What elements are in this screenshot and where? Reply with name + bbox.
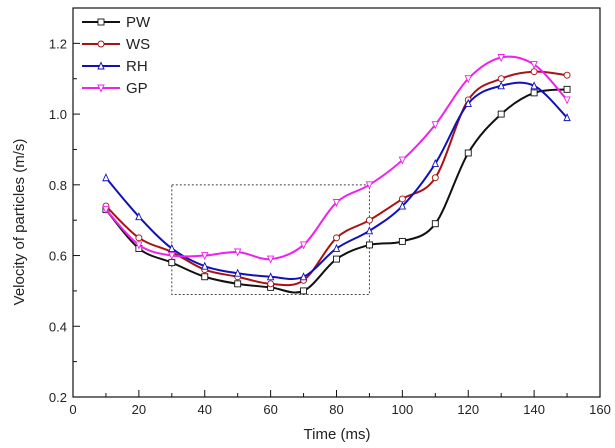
- axes: 0 20 40 60 80 100 120 140 160 0.2 0.4 0.6 0.8 1.0 1.2: [49, 7, 611, 417]
- legend-label-rh: RH: [126, 58, 148, 75]
- data-point-pw: [365, 241, 373, 249]
- legend-marker-rh: [97, 61, 105, 70]
- data-point-gp: [497, 54, 505, 63]
- data-point-ws: [431, 174, 439, 182]
- annotation-box: [171, 184, 370, 295]
- data-point-pw: [464, 149, 472, 157]
- data-point-gp: [530, 61, 538, 70]
- data-point-rh: [233, 268, 242, 277]
- series-gp: [102, 54, 571, 264]
- series-pw: [102, 85, 571, 295]
- x-tick-label: 80: [329, 402, 343, 417]
- data-point-rh: [135, 212, 143, 221]
- data-point-pw: [168, 259, 176, 267]
- y-tick-label: 0.8: [49, 178, 67, 193]
- legend-label-gp: GP: [126, 80, 148, 97]
- data-point-rh: [365, 226, 374, 235]
- data-point-ws: [267, 280, 275, 288]
- data-point-gp: [398, 156, 407, 165]
- legend-marker-pw: [97, 18, 105, 26]
- y-tick-label: 0.6: [49, 249, 67, 264]
- data-point-rh: [332, 243, 341, 252]
- data-point-pw: [530, 89, 538, 97]
- data-point-pw: [333, 255, 340, 263]
- data-point-gp: [135, 241, 143, 250]
- x-tick-label: 100: [392, 402, 414, 417]
- data-point-gp: [563, 96, 571, 105]
- x-tick-label: 20: [132, 402, 146, 417]
- data-point-rh: [168, 243, 176, 252]
- data-point-gp: [464, 75, 472, 84]
- data-point-rh: [398, 201, 407, 210]
- x-tick-label: 40: [198, 402, 212, 417]
- data-point-rh: [299, 272, 308, 281]
- y-axis-label: Velocity of particles (m/s): [11, 139, 28, 306]
- data-point-pw: [497, 110, 505, 118]
- x-tick-label: 0: [69, 402, 76, 417]
- legend-marker-gp: [97, 84, 105, 93]
- legend-label-pw: PW: [126, 14, 151, 31]
- x-axis-label: Time (ms): [304, 426, 371, 443]
- series-line-ws: [105, 70, 568, 287]
- legend: PW WS RH GP: [82, 14, 151, 97]
- data-point-gp: [332, 199, 341, 208]
- legend-marker-ws: [97, 40, 105, 48]
- data-point-gp: [365, 181, 374, 190]
- data-point-rh: [102, 173, 110, 182]
- annotation-layer: [171, 184, 370, 295]
- x-tick-label: 140: [523, 402, 545, 417]
- data-point-ws: [333, 234, 340, 242]
- data-point-ws: [563, 71, 571, 79]
- data-point-rh: [464, 98, 472, 107]
- data-point-gp: [233, 248, 242, 257]
- y-tick-label: 0.4: [49, 319, 67, 334]
- data-point-gp: [299, 241, 308, 250]
- x-tick-label: 160: [589, 402, 611, 417]
- data-point-ws: [530, 68, 538, 76]
- data-point-pw: [201, 273, 209, 281]
- y-tick-label: 0.2: [49, 390, 67, 405]
- data-point-ws: [365, 216, 373, 224]
- data-point-rh: [530, 81, 538, 90]
- series-layer: [102, 54, 571, 295]
- data-point-pw: [300, 287, 308, 295]
- data-point-rh: [201, 261, 209, 270]
- data-point-gp: [201, 252, 209, 261]
- x-tick-label: 120: [457, 402, 479, 417]
- data-point-gp: [168, 252, 176, 261]
- data-point-pw: [431, 220, 439, 228]
- y-tick-label: 1.2: [49, 36, 67, 51]
- data-point-rh: [266, 272, 275, 281]
- data-point-gp: [431, 121, 440, 130]
- legend-label-ws: WS: [126, 36, 150, 53]
- y-tick-label: 1.0: [49, 107, 67, 122]
- x-tick-label: 60: [263, 402, 277, 417]
- data-point-pw: [234, 280, 242, 288]
- data-point-gp: [102, 206, 110, 215]
- data-point-ws: [497, 75, 505, 83]
- data-point-pw: [563, 85, 571, 93]
- data-point-rh: [497, 81, 505, 90]
- data-point-pw: [398, 237, 406, 245]
- data-point-ws: [135, 234, 143, 242]
- data-point-ws: [398, 195, 406, 203]
- data-point-rh: [563, 113, 571, 122]
- data-point-rh: [431, 159, 440, 168]
- data-point-gp: [266, 255, 275, 264]
